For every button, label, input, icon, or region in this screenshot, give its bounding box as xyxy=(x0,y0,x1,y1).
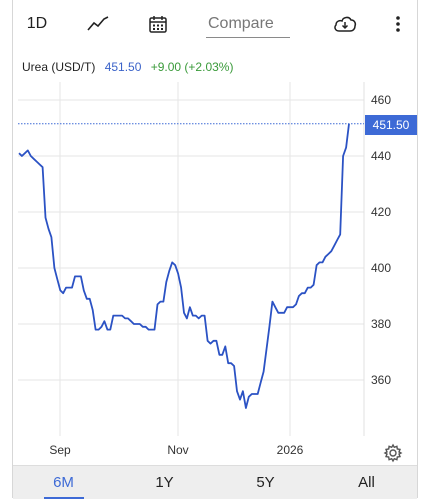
y-tick-label: 420 xyxy=(371,205,391,219)
instrument-name: Urea (USD/T) xyxy=(22,60,96,74)
price-chart[interactable]: 360 380 400 420 440 460 Sep Nov 2026 xyxy=(0,0,433,465)
instrument-change: +9.00 (+2.03%) xyxy=(150,60,234,74)
compare-input[interactable]: Compare xyxy=(206,10,290,38)
calendar-icon[interactable] xyxy=(146,10,170,38)
period-5y[interactable]: 5Y xyxy=(256,474,275,491)
period-1y[interactable]: 1Y xyxy=(155,474,174,491)
y-tick-label: 440 xyxy=(371,149,391,163)
line-chart-icon[interactable] xyxy=(86,10,110,38)
more-options-icon[interactable] xyxy=(390,10,406,38)
y-tick-label: 460 xyxy=(371,93,391,107)
x-tick-label: Sep xyxy=(49,443,71,457)
last-price-badge: 451.50 xyxy=(365,115,417,135)
interval-button[interactable]: 1D xyxy=(26,15,48,32)
y-tick-label: 380 xyxy=(371,317,391,331)
instrument-price: 451.50 xyxy=(104,60,142,74)
period-selector: 6M 1Y 5Y All xyxy=(13,465,417,499)
period-all[interactable]: All xyxy=(358,474,375,491)
x-tick-label: Nov xyxy=(167,443,188,457)
x-tick-label: 2026 xyxy=(277,443,304,457)
cloud-download-icon[interactable] xyxy=(332,10,358,38)
gear-icon[interactable] xyxy=(383,443,403,463)
chart-toolbar: 1D Compare xyxy=(0,0,433,48)
y-tick-label: 400 xyxy=(371,261,391,275)
chart-legend: Urea (USD/T) 451.50 +9.00 (+2.03%) xyxy=(22,60,239,74)
period-6m[interactable]: 6M xyxy=(13,466,114,499)
y-tick-label: 360 xyxy=(371,373,391,387)
price-series-line xyxy=(18,123,350,409)
